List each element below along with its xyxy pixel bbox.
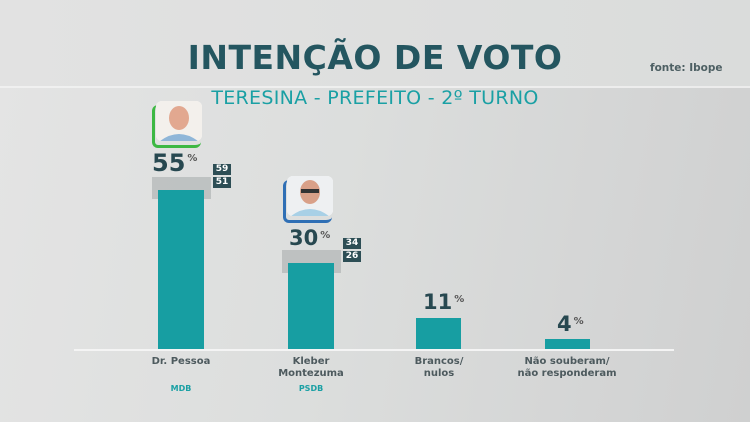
party-mdb: MDB [170, 384, 192, 393]
header-separator [0, 86, 750, 88]
bar-dr-pessoa [158, 190, 204, 349]
candidate-photo-dr-pessoa [156, 101, 202, 141]
candidate-photo-kleber-montezuma [287, 176, 333, 216]
party-accent-mdb [152, 105, 201, 148]
ci-high-dr-pessoa: 59 [213, 164, 231, 175]
source-label: fonte: Ibope [650, 62, 723, 74]
chart-subtitle: TERESINA - PREFEITO - 2º TURNO [211, 87, 539, 109]
ci-high-kleber-montezuma: 34 [343, 238, 361, 249]
label-brancos-nulos: Brancos/ nulos [414, 356, 464, 379]
label-kleber-montezuma: Kleber Montezuma [278, 356, 344, 379]
ci-low-dr-pessoa: 51 [213, 177, 231, 188]
value-nao-souberam: 4% [557, 312, 584, 336]
ci-low-kleber-montezuma: 26 [343, 251, 361, 262]
bar-brancos-nulos [416, 318, 461, 349]
label-dr-pessoa: Dr. Pessoa [151, 356, 211, 367]
value-dr-pessoa: 55% [152, 149, 198, 177]
party-accent-psdb [283, 180, 332, 223]
bar-kleber-montezuma [288, 263, 334, 349]
chart-title: INTENÇÃO DE VOTO [187, 38, 563, 77]
value-brancos-nulos: 11% [423, 290, 465, 314]
party-psdb: PSDB [298, 384, 324, 393]
label-nao-souberam: Não souberam/ não responderam [517, 356, 617, 379]
value-kleber-montezuma: 30% [289, 226, 331, 250]
header-band [0, 0, 750, 86]
chart-baseline [74, 349, 674, 351]
bar-nao-souberam [545, 339, 590, 349]
